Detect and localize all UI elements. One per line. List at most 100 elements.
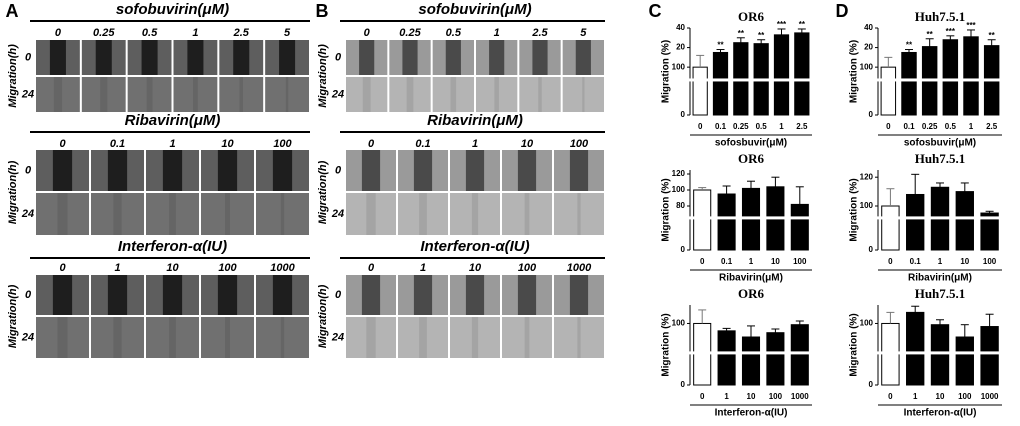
- x-label: Interferon-α(IU): [904, 408, 977, 419]
- concentration-label: 0.25: [399, 27, 421, 39]
- bar: [955, 191, 974, 251]
- y-tick-label: 120: [672, 169, 686, 178]
- wound-gap: [57, 317, 68, 358]
- wound-gap: [162, 275, 183, 315]
- significance: **: [906, 41, 913, 50]
- significance: ***: [966, 21, 976, 30]
- y-tick-label: 100: [672, 62, 686, 71]
- y-tick-label: 0: [681, 110, 686, 119]
- time-label: 24: [21, 88, 34, 100]
- bar: [717, 330, 736, 386]
- y-tick-label: 100: [860, 319, 874, 328]
- x-tick-label: 0: [698, 122, 703, 131]
- group-title: Interferon-α(IU): [118, 238, 227, 255]
- y-label: Migration (%): [661, 40, 672, 103]
- x-tick-label: 1: [779, 122, 784, 131]
- wound-gap: [419, 193, 427, 235]
- concentration-label: 0: [59, 262, 66, 274]
- bar: [794, 32, 810, 116]
- bar: [906, 193, 925, 251]
- wound-gap: [532, 40, 548, 75]
- wound-gap: [489, 40, 505, 75]
- x-tick-label: 0.1: [721, 257, 733, 266]
- concentration-label: 1: [494, 27, 500, 39]
- wound-gap: [217, 150, 238, 191]
- x-tick-label: 2.5: [986, 122, 998, 131]
- x-tick-label: 100: [769, 392, 783, 401]
- y-tick-label: 120: [860, 172, 874, 181]
- group-title: sofobuvirin(μM): [116, 1, 229, 18]
- concentration-label: 0.1: [110, 138, 125, 150]
- x-tick-label: 10: [960, 257, 969, 266]
- wound-gap: [107, 150, 128, 191]
- wound-gap: [95, 40, 112, 75]
- significance: ***: [946, 27, 956, 36]
- wound-gap: [279, 40, 296, 75]
- concentration-label: 0.5: [446, 27, 462, 39]
- time-label: 24: [331, 331, 344, 343]
- significance: **: [989, 31, 996, 40]
- y-label: Migration(h): [7, 160, 19, 224]
- concentration-label: 1: [169, 138, 175, 150]
- wound-gap: [193, 77, 198, 112]
- y-tick-label: 40: [676, 23, 685, 32]
- concentration-label: 100: [273, 138, 292, 150]
- x-tick-label: 0: [700, 392, 705, 401]
- wound-gap: [471, 317, 479, 358]
- significance: **: [927, 30, 934, 39]
- bar: [955, 336, 974, 386]
- x-tick-label: 1: [749, 257, 754, 266]
- time-label: 0: [335, 164, 342, 176]
- time-label: 0: [335, 289, 342, 301]
- concentration-label: 0.25: [93, 27, 115, 39]
- wound-gap: [577, 317, 581, 358]
- concentration-label: 2.5: [531, 27, 548, 39]
- wound-gap: [465, 275, 485, 315]
- axis-break: [874, 216, 1002, 220]
- y-tick-label: 0: [681, 380, 686, 389]
- group-title: sofobuvirin(μM): [418, 1, 531, 18]
- bar: [773, 34, 790, 116]
- panel-label: D: [836, 1, 849, 21]
- bar: [741, 336, 761, 386]
- wound-gap: [465, 150, 485, 191]
- y-label: Migration(h): [317, 284, 329, 348]
- wound-gap: [569, 275, 589, 315]
- x-tick-label: 1: [913, 392, 918, 401]
- wound-gap: [445, 40, 461, 75]
- concentration-label: 10: [469, 262, 482, 274]
- y-tick-label: 100: [672, 319, 686, 328]
- significance: ***: [777, 20, 787, 29]
- group-title: Interferon-α(IU): [420, 238, 529, 255]
- wound-gap: [361, 150, 381, 191]
- wound-gap: [362, 77, 371, 112]
- axis-break: [686, 78, 812, 82]
- significance: **: [799, 20, 806, 29]
- chart-title: Huh7.5.1: [915, 151, 966, 166]
- wound-gap: [359, 40, 375, 75]
- wound-gap: [107, 275, 128, 315]
- y-tick-label: 20: [676, 43, 685, 52]
- axis-break: [686, 351, 812, 355]
- bar: [901, 51, 917, 116]
- x-tick-label: 0: [886, 122, 891, 131]
- y-label: Migration (%): [661, 313, 672, 376]
- x-label: Ribavirin(μM): [908, 273, 972, 284]
- wound-gap: [517, 275, 537, 315]
- wound-gap: [113, 317, 122, 358]
- wound-gap: [413, 275, 433, 315]
- wound-gap: [53, 77, 63, 112]
- bar: [692, 66, 708, 116]
- concentration-label: 100: [218, 262, 237, 274]
- bar: [880, 66, 897, 116]
- concentration-label: 0.1: [415, 138, 430, 150]
- y-tick-label: 0: [869, 380, 874, 389]
- y-tick-label: 0: [681, 245, 686, 254]
- concentration-label: 10: [221, 138, 234, 150]
- wound-gap: [402, 40, 418, 75]
- wound-gap: [577, 193, 581, 235]
- wound-gap: [280, 317, 285, 358]
- wound-gap: [575, 40, 591, 75]
- bar: [906, 311, 925, 386]
